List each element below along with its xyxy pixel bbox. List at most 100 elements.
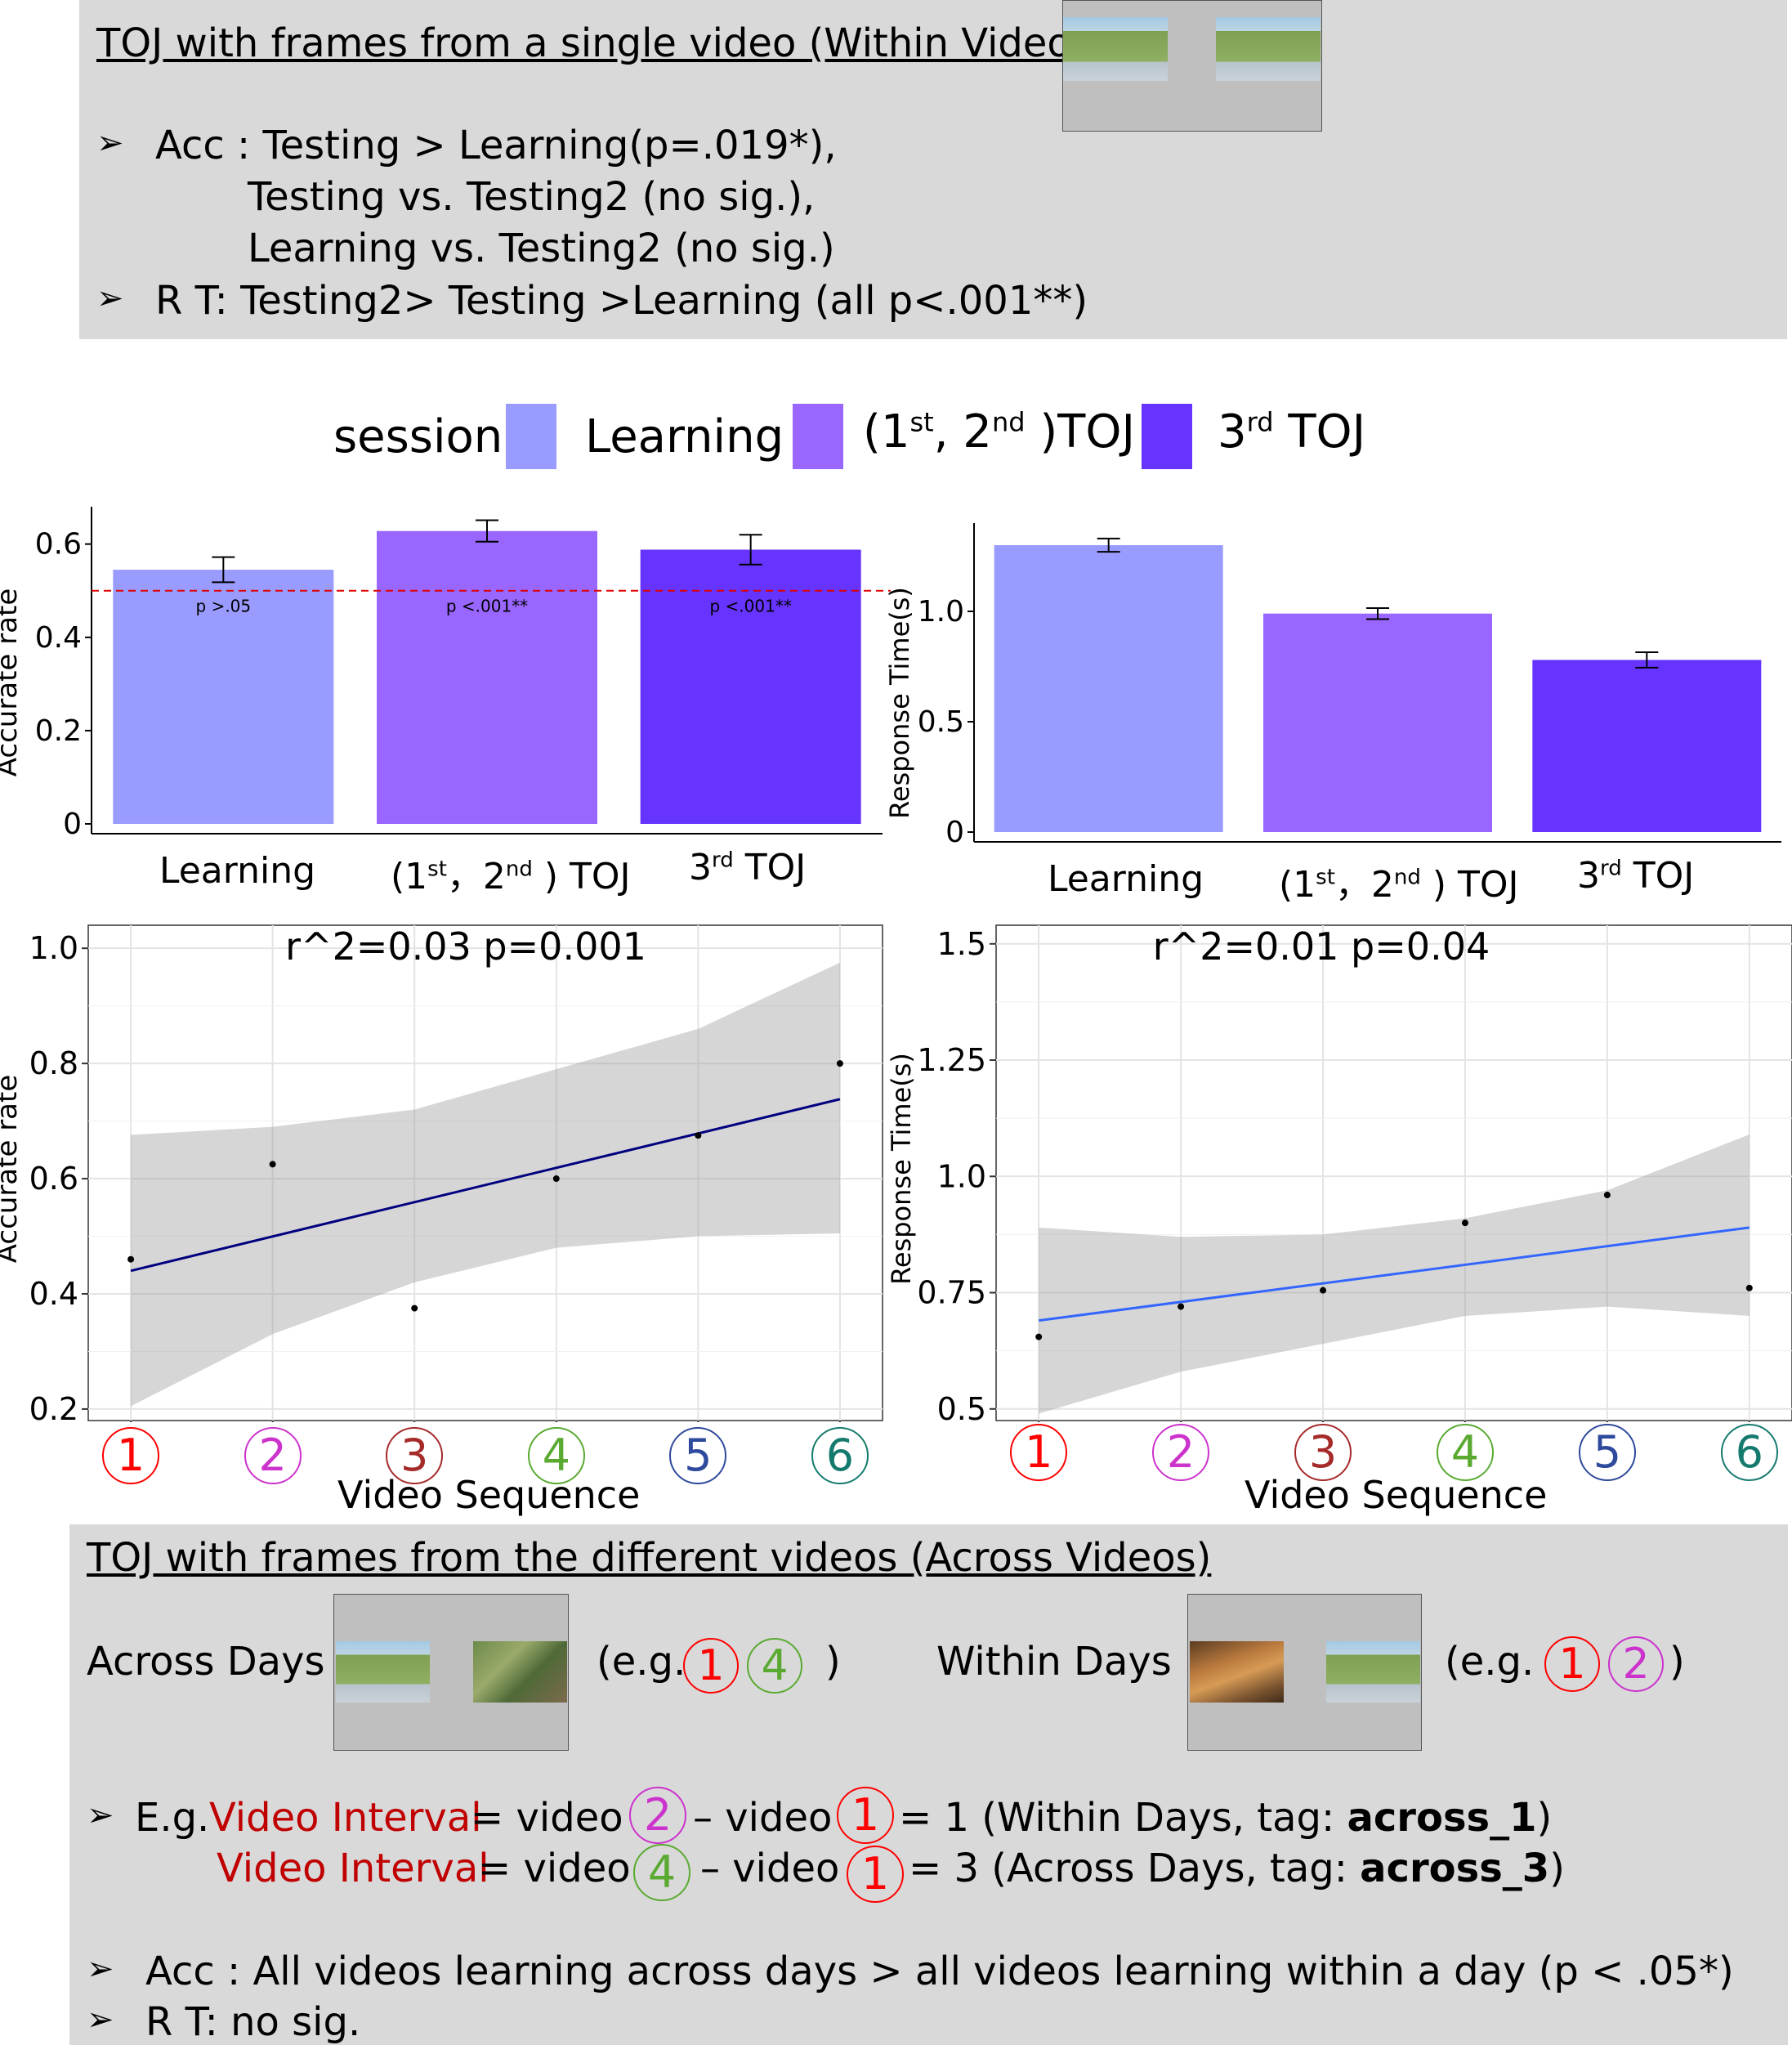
within-acc-line: Acc : Testing > Learning(p=.019*), — [155, 123, 837, 168]
regression-stats: r^2=0.01 p=0.04 — [1153, 924, 1490, 969]
hippo-frame-image — [1326, 1641, 1420, 1703]
accuracy-bar-plot: 0 0.2 0.4 0.6 p >.05 p <.001** p <.001** — [35, 507, 891, 841]
bar-annotation: p <.001** — [709, 597, 791, 616]
within-acc-line-3: Learning vs. Testing2 (no sig.) — [248, 226, 835, 271]
bullet-icon: ➢ — [87, 1797, 114, 1834]
accuracy-regression-chart: 0.2 0.4 0.6 0.8 1.0 Accurate rate r^2=0.03 p… — [0, 924, 883, 1422]
close-paren: ) — [1536, 1795, 1553, 1841]
bullet-icon: ➢ — [87, 2001, 114, 2038]
y-tick-label: 1.0 — [937, 1158, 986, 1194]
video-2-marker: 2 — [1152, 1424, 1210, 1481]
monkey-frame-image — [473, 1641, 567, 1703]
response-time-regression-chart: 0.5 0.75 1.0 1.25 1.5 Response Time(s) r^2=0… — [886, 924, 1792, 1422]
tag-across-3: across_3 — [1360, 1846, 1550, 1891]
x-tick-label-first-second-toj: (1st，2nd ) TOJ — [1279, 864, 1519, 906]
bullet-icon: ➢ — [87, 1950, 114, 1988]
y-tick-label: 0 — [63, 808, 82, 841]
y-tick-label: 0 — [945, 816, 964, 849]
bar-annotation: p <.001** — [446, 597, 528, 616]
data-point — [1178, 1303, 1185, 1310]
video-5-marker: 5 — [1578, 1424, 1636, 1481]
x-tick-label-learning: Learning — [1048, 858, 1204, 900]
data-point — [269, 1161, 276, 1168]
within-rt-line: R T: Testing2> Testing >Learning (all p<… — [155, 278, 1088, 324]
interval-result-text: = 3 (Across Days, tag: — [909, 1846, 1347, 1891]
data-point — [1603, 1192, 1611, 1199]
y-tick-label: 0.2 — [29, 1391, 78, 1422]
bullet-icon: ➢ — [96, 280, 124, 317]
video-4-marker: 4 — [747, 1638, 802, 1694]
video-4-marker: 4 — [1436, 1424, 1494, 1481]
y-tick-label: 1.25 — [917, 1042, 986, 1078]
equals-video: = video — [478, 1846, 631, 1891]
video-2-marker: 2 — [629, 1787, 686, 1844]
accuracy-bar-chart: 0 0.2 0.4 0.6 p >.05 p <.001** p <.001** Accur… — [0, 507, 891, 841]
interval-line-1-tail: = 1 (Within Days, tag: across_1) — [899, 1795, 1552, 1841]
y-tick-label: 1.0 — [918, 595, 964, 629]
data-point — [127, 1255, 135, 1263]
x-tick-label-third-toj: 3rd TOJ — [689, 847, 807, 888]
video-4-marker: 4 — [527, 1427, 585, 1484]
y-tick-label: 0.5 — [918, 705, 964, 739]
example-close: ) — [1669, 1639, 1685, 1685]
video-3-marker: 3 — [386, 1427, 444, 1484]
across-rt-line: R T: no sig. — [145, 1999, 361, 2045]
y-tick-label: 1.5 — [937, 926, 986, 962]
dash-video: – video — [700, 1846, 840, 1891]
bar — [994, 545, 1223, 832]
response-time-regression-plot: 0.5 0.75 1.0 1.25 1.5 — [917, 924, 1792, 1422]
example-open: (e.g. — [1445, 1639, 1535, 1685]
video-3-marker: 3 — [1294, 1424, 1352, 1481]
video-interval-label: Video Interval — [217, 1846, 489, 1891]
legend-label-learning: Learning — [585, 410, 784, 463]
video-1-marker: 1 — [847, 1846, 904, 1903]
video-2-marker: 2 — [244, 1427, 302, 1484]
video-4-marker: 4 — [633, 1844, 690, 1901]
y-axis-title: Response Time(s) — [884, 587, 915, 819]
video-1-marker: 1 — [102, 1427, 160, 1484]
data-point — [1320, 1287, 1327, 1294]
y-axis-title: Accurate rate — [0, 1075, 24, 1264]
regression-line — [130, 1098, 841, 1273]
data-point — [552, 1175, 560, 1183]
tag-across-1: across_1 — [1347, 1795, 1537, 1841]
data-point — [836, 1060, 843, 1067]
legend-title: session — [333, 410, 503, 463]
dash-video: – video — [693, 1795, 833, 1841]
legend-swatch-learning — [506, 404, 556, 469]
x-tick-label-first-second-toj: (1st，2nd ) TOJ — [391, 856, 631, 897]
example-open: (e.g. — [597, 1639, 686, 1685]
plot-panel — [995, 924, 1792, 1421]
regression-line — [1038, 1226, 1750, 1322]
interval-result-text: = 1 (Within Days, tag: — [899, 1795, 1335, 1841]
data-point — [411, 1304, 418, 1312]
within-days-thumbnail — [1187, 1594, 1422, 1751]
bar — [640, 549, 861, 824]
bar — [1263, 613, 1492, 832]
within-days-label: Within Days — [936, 1639, 1172, 1685]
within-videos-title: TOJ with frames from a single video (Wit… — [96, 20, 1107, 66]
regression-stats: r^2=0.03 p=0.001 — [285, 924, 646, 969]
legend-swatch-first-second-toj — [793, 404, 843, 469]
y-tick-label: 0.8 — [29, 1045, 78, 1081]
across-days-thumbnail — [333, 1594, 569, 1751]
bar-annotation: p >.05 — [196, 597, 252, 616]
bar — [377, 530, 597, 824]
y-tick-label: 0.4 — [29, 1276, 78, 1312]
across-acc-line: Acc : All videos learning across days > … — [145, 1949, 1734, 1994]
hippo-frame-image — [1063, 17, 1168, 81]
x-axis-title: Video Sequence — [337, 1473, 641, 1517]
y-tick-label: 0.6 — [29, 1161, 78, 1197]
data-point — [1035, 1333, 1043, 1340]
y-tick-label: 1.0 — [29, 930, 78, 966]
video-6-marker: 6 — [1720, 1424, 1778, 1481]
video-6-marker: 6 — [811, 1427, 869, 1484]
within-acc-line-2: Testing vs. Testing2 (no sig.), — [248, 174, 816, 220]
data-point — [1461, 1219, 1468, 1227]
response-time-bar-chart: 0 0.5 1.0 Response Time(s) — [884, 523, 1781, 849]
interval-line-2-tail: = 3 (Across Days, tag: across_3) — [909, 1846, 1565, 1891]
video-5-marker: 5 — [669, 1427, 727, 1484]
y-tick-label: 0.6 — [35, 528, 82, 562]
video-interval-label: Video Interval — [209, 1795, 482, 1841]
legend-label-first-second-toj: (1st, 2nd )TOJ — [863, 405, 1135, 459]
